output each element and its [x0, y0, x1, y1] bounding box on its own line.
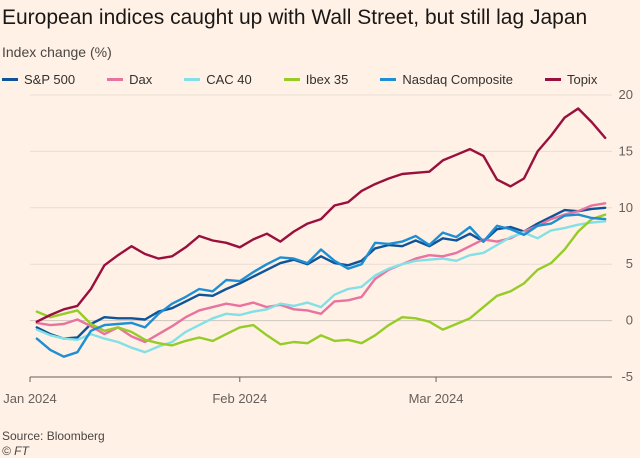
x-tick-label: Feb 2024: [212, 391, 267, 406]
legend-label: Nasdaq Composite: [402, 72, 513, 87]
legend-swatch: [283, 78, 300, 81]
source-note: Source: Bloomberg: [2, 429, 105, 443]
chart-subtitle: Index change (%): [2, 44, 112, 60]
x-tick-label: Jan 2024: [3, 391, 57, 406]
legend-label: Ibex 35: [305, 72, 349, 87]
legend-swatch: [544, 78, 561, 81]
line-chart: -5 0 5 10 15 20 Jan 2024 Feb 2024 Mar 2024: [3, 88, 633, 406]
y-tick-label: 0: [626, 313, 633, 328]
legend-label: S&P 500: [24, 72, 76, 87]
legend-label: CAC 40: [206, 72, 252, 87]
legend-item-dax: Dax: [107, 72, 152, 87]
legend-item-s-p-500: S&P 500: [2, 72, 75, 87]
series-line-nasdaq-composite: [35, 213, 607, 358]
y-tick-label: 20: [619, 88, 633, 102]
series-line-s-p-500: [35, 206, 607, 340]
legend-label: Dax: [129, 72, 153, 87]
legend-item-cac-40: CAC 40: [184, 72, 252, 87]
legend-item-ibex-35: Ibex 35: [283, 72, 349, 87]
series-line-cac-40: [35, 220, 607, 354]
ft-credit: © FT: [2, 444, 29, 458]
legend-item-nasdaq-composite: Nasdaq Composite: [380, 72, 513, 87]
x-tick-label: Mar 2024: [409, 391, 464, 406]
y-tick-label: 15: [619, 143, 633, 158]
y-tick-label: 5: [626, 256, 633, 271]
legend-swatch: [107, 78, 124, 81]
series-line-topix: [35, 107, 607, 323]
series-line-dax: [35, 202, 607, 344]
y-tick-label: -5: [621, 369, 633, 384]
series-line-ibex-35: [35, 213, 607, 347]
y-tick-label: 10: [619, 200, 633, 215]
legend-label: Topix: [566, 72, 598, 87]
chart-title: European indices caught up with Wall Str…: [2, 6, 588, 29]
legend-item-topix: Topix: [544, 72, 598, 87]
legend-swatch: [184, 78, 201, 81]
legend-swatch: [2, 78, 18, 81]
legend-swatch: [380, 78, 397, 81]
chart-legend: S&P 500 Dax CAC 40 Ibex 35 Nasdaq Composite T…: [2, 72, 597, 87]
